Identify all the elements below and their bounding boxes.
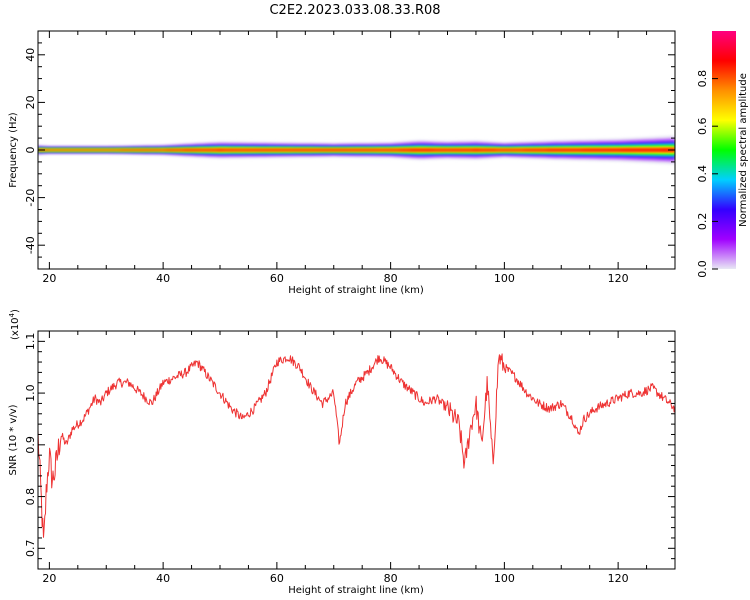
snr-x-tick-label: 120 <box>608 572 629 585</box>
colorbar-tick-label: 0.6 <box>696 117 709 135</box>
colorbar-tick-label: 0.4 <box>696 165 709 183</box>
spectrogram-y-tick-label: 0 <box>24 147 37 154</box>
spectrogram-x-ticks: 20 40 60 80 100 120 <box>42 31 676 285</box>
snr-frame <box>37 330 676 570</box>
snr-x-ticks: 20 40 60 80 100 120 <box>42 331 676 585</box>
colorbar-title: Normalized spectral amplitude <box>738 73 749 227</box>
snr-x-tick-label: 20 <box>42 572 56 585</box>
spectrogram-x-tick-label: 120 <box>608 272 629 285</box>
colorbar-tick-label: 0.8 <box>696 70 709 88</box>
snr-panel: 20 40 60 80 100 120 0.7 0.8 0.9 1.0 1.1 Height of… <box>8 309 676 596</box>
snr-y-tick-label: 0.8 <box>24 488 37 506</box>
spectrogram-y-axis-title: Frequency (Hz) <box>8 112 19 188</box>
spectrogram-x-tick-label: 80 <box>384 272 398 285</box>
spectrogram-y-tick-label: -40 <box>24 236 37 254</box>
snr-y-tick-label: 1.0 <box>24 384 37 402</box>
spectrogram-band-red <box>38 148 675 152</box>
spectrogram-y-ticks: -40 -20 0 20 40 <box>24 30 675 270</box>
spectrogram-x-tick-label: 20 <box>42 272 56 285</box>
spectrogram-y-tick-label: -20 <box>24 189 37 207</box>
colorbar-ticks: 0.0 0.2 0.4 0.6 0.8 <box>696 70 718 278</box>
snr-x-tick-label: 60 <box>270 572 284 585</box>
snr-y-axis-title: SNR (10 * v/v) <box>8 404 19 475</box>
spectrogram-x-tick-label: 100 <box>494 272 515 285</box>
colorbar-gradient <box>712 31 736 269</box>
snr-y-tick-label: 0.7 <box>24 540 37 558</box>
snr-y-multiplier: (x104) <box>8 309 21 340</box>
spectrogram-y-tick-label: 40 <box>24 48 37 62</box>
spectrogram-panel: 20 40 60 80 100 120 -40 -20 0 20 40 Height of str… <box>8 30 676 296</box>
spectrogram-x-tick-label: 40 <box>156 272 170 285</box>
spectrogram-y-tick-label: 20 <box>24 95 37 109</box>
colorbar: 0.0 0.2 0.4 0.6 0.8 Normalized spectral ampl… <box>696 31 749 278</box>
spectrogram-x-axis-title: Height of straight line (km) <box>288 285 424 296</box>
colorbar-tick-label: 0.2 <box>696 213 709 231</box>
snr-y-ticks: 0.7 0.8 0.9 1.0 1.1 <box>24 330 675 570</box>
snr-plot-area <box>38 331 675 569</box>
figure-title: C2E2.2023.033.08.33.R08 <box>269 3 440 18</box>
colorbar-tick-label: 0.0 <box>696 260 709 278</box>
snr-x-tick-label: 100 <box>494 572 515 585</box>
snr-x-axis-title: Height of straight line (km) <box>288 585 424 596</box>
snr-y-tick-label: 1.1 <box>24 333 37 351</box>
spectrogram-band <box>38 135 675 165</box>
snr-x-tick-label: 80 <box>384 572 398 585</box>
snr-y-tick-label: 0.9 <box>24 436 37 454</box>
snr-series-line <box>38 353 675 538</box>
spectrogram-x-tick-label: 60 <box>270 272 284 285</box>
snr-x-tick-label: 40 <box>156 572 170 585</box>
